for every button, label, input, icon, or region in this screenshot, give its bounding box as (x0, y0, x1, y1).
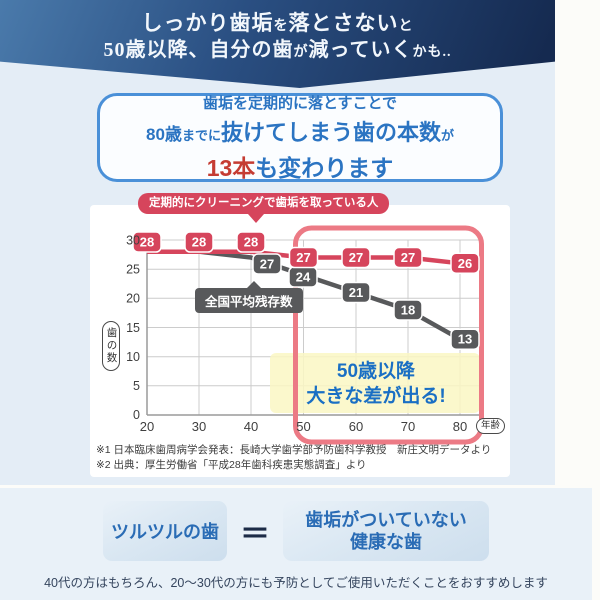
chart-card: 50歳以降 大きな差が出る! 27 24 21 18 13 (90, 205, 510, 477)
svg-text:20: 20 (126, 292, 140, 306)
svg-text:70: 70 (401, 419, 415, 434)
callout-arrow-down (248, 214, 264, 223)
gray-value-80: 13 (458, 332, 472, 347)
red-value-40: 28 (244, 235, 258, 250)
svg-text:60: 60 (349, 419, 363, 434)
footnote-2: ※2 出典：厚生労働省「平成28年歯科疾患実態調査」より (96, 458, 367, 471)
svg-text:20: 20 (140, 419, 154, 434)
equation-left-box: ツルツルの歯 (103, 501, 227, 561)
bottom-section: ツルツルの歯 ＝ 歯垢がついていない 健康な歯 40代の方はもちろん、20〜30… (0, 488, 592, 600)
annotation-line1: 50歳以降 (337, 359, 416, 382)
red-value-60: 27 (349, 250, 363, 265)
svg-text:5: 5 (133, 379, 140, 393)
svg-text:50: 50 (296, 419, 310, 434)
svg-text:30: 30 (192, 419, 206, 434)
red-value-50: 27 (296, 250, 310, 265)
headline-line1: しっかり歯垢を落とさないと (141, 11, 414, 35)
svg-text:10: 10 (126, 350, 140, 364)
gray-value-40: 27 (260, 257, 274, 272)
headline-text: しっかり歯垢 (141, 11, 274, 35)
summary-box: 歯垢を定期的に落とすことで 80歳までに抜けてしまう歯の本数が 13本も変わりま… (97, 93, 503, 182)
summary-line3: 13本も変わります (206, 155, 394, 181)
annotation-box (270, 353, 480, 413)
gray-value-70: 18 (401, 303, 415, 318)
teeth-line-chart: 50歳以降 大きな差が出る! 27 24 21 18 13 (126, 225, 484, 445)
callout-arrow-up (247, 281, 261, 288)
series-label-cleaning: 定期的にクリーニングで歯垢を取っている人 (138, 193, 390, 223)
gray-value-60: 21 (349, 285, 363, 300)
x-axis-ticks: 20 30 40 50 60 70 80 (140, 419, 467, 434)
equation-row: ツルツルの歯 ＝ 歯垢がついていない 健康な歯 (103, 501, 489, 561)
series-label-national-average: 全国平均残存数 (195, 281, 303, 313)
footnotes: ※1 日本臨床歯周病学会発表：長崎大学歯学部予防歯科学教授 新庄文明データより … (96, 443, 491, 472)
footnote-1: ※1 日本臨床歯周病学会発表：長崎大学歯学部予防歯科学教授 新庄文明データより (96, 444, 492, 456)
x-axis-label: 年齢 (476, 418, 506, 434)
national-average-badges: 27 24 21 18 13 (252, 253, 480, 350)
svg-text:0: 0 (133, 408, 140, 422)
red-value-80: 26 (458, 256, 472, 271)
y-axis-label: 歯の数 (102, 321, 120, 371)
summary-highlight-number: 13本 (206, 155, 256, 181)
summary-line1: 歯垢を定期的に落とすことで (202, 95, 398, 112)
svg-text:30: 30 (126, 234, 140, 248)
svg-text:40: 40 (244, 419, 258, 434)
equation-right-box: 歯垢がついていない 健康な歯 (283, 501, 489, 561)
red-value-30: 28 (192, 235, 206, 250)
annotation-line2: 大きな差が出る! (306, 384, 445, 407)
cleaning-badges: 28 28 28 27 27 27 26 (132, 231, 480, 275)
red-value-70: 27 (401, 250, 415, 265)
bottom-caption: 40代の方はもちろん、20〜30代の方にも予防としてご使用いただくことをおすすめ… (44, 576, 548, 590)
svg-text:80: 80 (453, 419, 467, 434)
y-axis-ticks: 0 5 10 15 20 25 30 (126, 234, 140, 423)
red-value-20: 28 (140, 235, 154, 250)
svg-text:15: 15 (126, 321, 140, 335)
headline-line2: 50歳以降、自分の歯が減っていくかも.. (103, 39, 452, 62)
gray-value-50: 24 (296, 270, 311, 285)
summary-line2: 80歳までに抜けてしまう歯の本数が (146, 120, 454, 145)
chart-axes (146, 240, 480, 416)
equals-sign: ＝ (240, 518, 270, 551)
highlight-region-50plus (293, 225, 484, 445)
svg-text:25: 25 (126, 263, 140, 277)
